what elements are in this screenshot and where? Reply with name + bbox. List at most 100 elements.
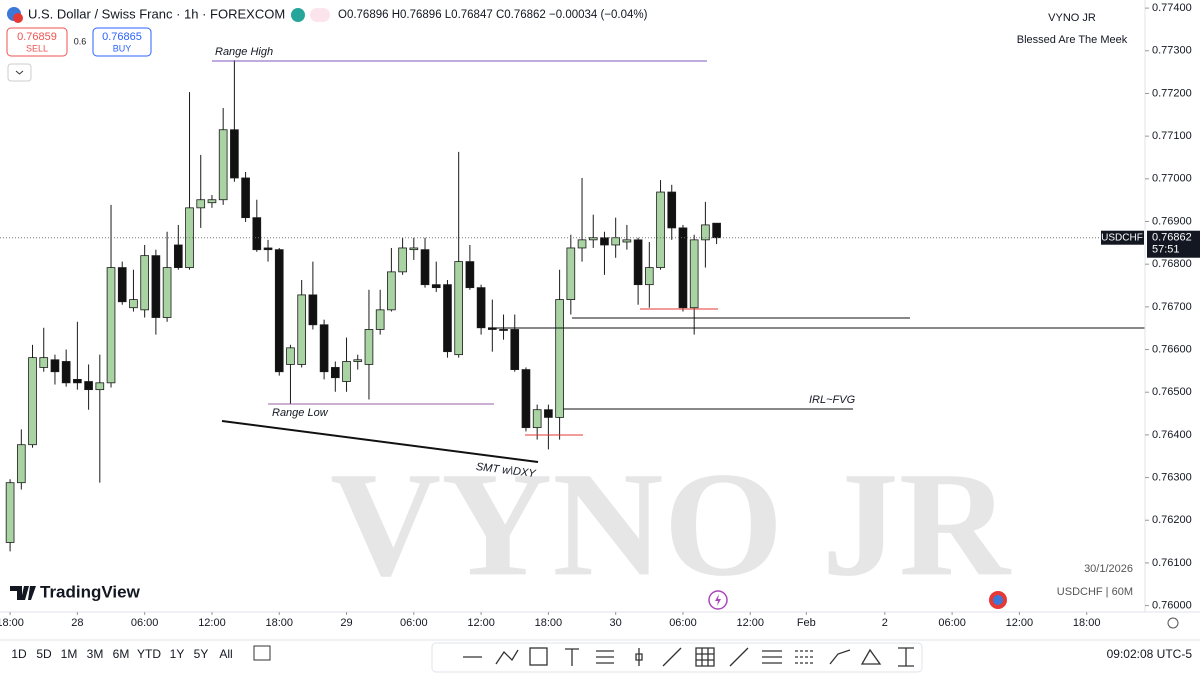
sell-price[interactable]: 0.76859 [17, 31, 57, 43]
candle-body [644, 267, 654, 286]
timeframe-button[interactable]: All [219, 647, 232, 661]
tool-icon[interactable] [829, 649, 851, 665]
candle-body [387, 271, 396, 311]
candle-body [487, 327, 497, 330]
candle-body [61, 361, 71, 384]
candle-body [173, 244, 183, 268]
sell-label[interactable]: SELL [26, 43, 48, 53]
event-icon [715, 594, 721, 606]
candle-body [330, 367, 340, 379]
candle-body [633, 239, 643, 286]
candle-body [353, 359, 363, 362]
annotation: IRL~FVG [809, 394, 856, 406]
price-tag [1147, 230, 1200, 258]
tool-icon[interactable] [635, 648, 643, 666]
candle-body [16, 444, 26, 484]
timeframe-button[interactable]: 5D [36, 647, 52, 661]
candle-body [521, 369, 531, 429]
buy-button[interactable] [92, 27, 152, 57]
x-tick-label: Feb [797, 617, 816, 629]
candle-body [555, 299, 564, 418]
x-tick-label: 30 [610, 617, 622, 629]
candle-body [476, 287, 486, 329]
symbol-tag-label: USDCHF [1101, 232, 1143, 243]
candle-body [230, 129, 239, 179]
candle-body [319, 324, 329, 373]
candle-body [701, 224, 710, 241]
candle-body [73, 379, 82, 384]
tool-icon[interactable] [565, 648, 579, 666]
collapse-button[interactable] [7, 63, 32, 82]
spread: 0.6 [74, 36, 87, 46]
clock: 09:02:08 UTC-5 [1107, 647, 1193, 661]
candle-body [409, 247, 419, 251]
status-icon [310, 8, 330, 22]
y-tick-label: 0.77200 [1152, 87, 1192, 99]
candle-body [656, 191, 665, 268]
chart-date: 30/1/2026 [1084, 563, 1133, 575]
x-tick-label: 06:00 [131, 617, 159, 629]
x-tick-label: 2 [882, 617, 888, 629]
timeframe-button[interactable]: 1M [61, 647, 78, 661]
ohlc-legend: O0.76896 H0.76896 L0.76847 C0.76862 −0.0… [338, 9, 648, 21]
timeframe-button[interactable]: YTD [137, 647, 161, 661]
chart-symbol: USDCHF | 60M [1057, 586, 1133, 598]
timeframe-button[interactable]: 5Y [194, 647, 209, 661]
y-tick-label: 0.76500 [1152, 386, 1192, 398]
timeframe-button[interactable]: 6M [113, 647, 130, 661]
candle-body [263, 247, 273, 251]
drawing-tools [463, 647, 914, 667]
symbol-title: U.S. Dollar / Swiss Franc · 1h · FOREXCO… [28, 6, 285, 21]
countdown: 57:51 [1152, 244, 1180, 256]
tool-icon[interactable] [795, 650, 815, 664]
candle-body [196, 199, 206, 209]
candle-body [566, 247, 576, 300]
symbol-tag [1101, 230, 1144, 245]
candle-body [297, 294, 306, 365]
x-tick-label: 18:00 [1073, 617, 1101, 629]
buy-label[interactable]: BUY [113, 43, 132, 53]
candle-body [252, 217, 262, 251]
tool-icon[interactable] [695, 647, 715, 667]
y-tick-label: 0.76400 [1152, 429, 1192, 441]
x-tick-label: 18:00 [535, 617, 563, 629]
candle-body [117, 267, 127, 303]
sell-button[interactable] [6, 27, 68, 57]
candle-body [532, 409, 542, 429]
candle-body [454, 261, 463, 356]
tool-icon[interactable] [860, 648, 882, 665]
tool-icon[interactable] [762, 650, 782, 664]
tool-icon[interactable] [898, 647, 914, 667]
tool-icon[interactable] [662, 647, 682, 667]
candle-body [588, 237, 598, 241]
candle-body [129, 299, 138, 309]
buy-price[interactable]: 0.76865 [102, 31, 142, 43]
candle-body [28, 357, 37, 446]
timeframe-button[interactable]: 1Y [170, 647, 185, 661]
tool-icon[interactable] [596, 650, 614, 664]
candle-body [611, 237, 621, 246]
logo: TradingView [40, 582, 141, 601]
settings-icon[interactable] [1167, 617, 1179, 629]
x-tick-label: 18:00 [0, 617, 24, 629]
y-tick-label: 0.76100 [1152, 557, 1192, 569]
tool-icon[interactable] [529, 647, 548, 666]
tool-icon[interactable] [495, 649, 519, 665]
timeframe-button[interactable]: 1D [11, 647, 27, 661]
candle-body [510, 329, 520, 370]
x-tick-label: 06:00 [938, 617, 966, 629]
chevron [15, 70, 24, 75]
candle-body [308, 294, 318, 326]
annotation: Range Low [272, 407, 329, 419]
candle-body [678, 227, 688, 309]
candle-body [207, 199, 217, 204]
y-tick-label: 0.76200 [1152, 514, 1192, 526]
flag-icon [13, 13, 23, 23]
y-tick-label: 0.76900 [1152, 215, 1192, 227]
candle-body [622, 239, 632, 243]
y-tick-label: 0.77300 [1152, 45, 1192, 57]
tool-icon[interactable] [729, 647, 749, 667]
timeframe-button[interactable]: 3M [87, 647, 104, 661]
x-tick-label: 12:00 [198, 617, 226, 629]
range-icon[interactable] [253, 645, 271, 661]
